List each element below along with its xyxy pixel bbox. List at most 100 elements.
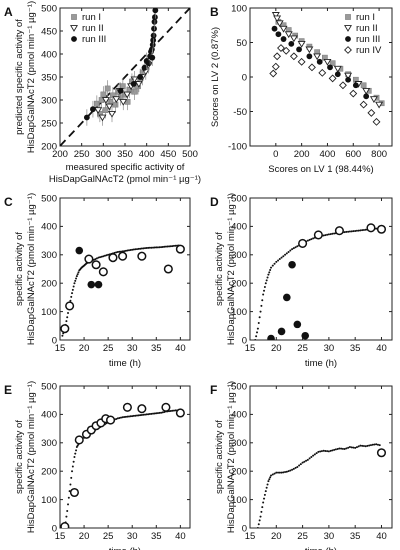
model-dot	[124, 415, 127, 418]
data-point-filled-circle	[150, 37, 157, 44]
data-point-filled-circle	[150, 32, 157, 39]
data-point-triangle	[275, 20, 284, 28]
model-dot	[121, 416, 124, 419]
model-dot	[263, 497, 266, 500]
data-point-diamond	[372, 117, 381, 126]
model-dot	[163, 245, 166, 248]
panel-label: B	[210, 5, 219, 19]
series-run-ii	[271, 12, 384, 109]
legend-entry: run II	[82, 23, 104, 34]
model-dot	[132, 248, 135, 251]
y-tick-label: 100	[231, 495, 247, 506]
data-point-filled-circle	[280, 36, 287, 42]
data-point-filled-circle	[277, 327, 286, 336]
model-dot	[324, 449, 327, 452]
x-tick-label: 350	[117, 149, 133, 160]
model-dot	[169, 245, 172, 248]
model-dot	[74, 279, 77, 282]
data-point-filled-circle	[151, 25, 157, 32]
data-point-open-circle	[118, 251, 128, 261]
model-dot	[322, 234, 325, 237]
data-point-triangle	[271, 12, 280, 19]
x-tick-label: 450	[160, 149, 176, 160]
model-dot	[67, 496, 70, 499]
x-tick-label: 200	[52, 149, 68, 160]
model-dot	[75, 277, 78, 280]
panel-label: C	[4, 195, 13, 209]
model-dot	[312, 237, 315, 240]
y-tick-label: 100	[231, 307, 247, 318]
legend-entry: run II	[356, 23, 378, 34]
y-tick-label: 200	[41, 467, 57, 478]
x-tick-label: 20	[271, 531, 282, 542]
model-dot	[67, 503, 70, 506]
model-dot	[331, 232, 334, 235]
y-axis-label: specific activity of	[214, 420, 225, 494]
data-point-filled-circle	[301, 331, 310, 340]
model-dot	[284, 471, 287, 474]
model-dot	[319, 450, 322, 453]
model-dot	[254, 339, 257, 340]
model-dot	[150, 246, 153, 249]
identity-line	[60, 8, 190, 146]
model-dot	[262, 501, 265, 504]
model-dot	[142, 247, 145, 250]
plot-frame	[59, 385, 191, 529]
plot-area	[269, 12, 385, 126]
x-tick-label: 25	[297, 531, 308, 542]
data-point-open-circle	[108, 253, 118, 263]
data-point-filled-circle	[288, 40, 295, 47]
model-dot	[361, 229, 364, 232]
model-dot	[66, 509, 69, 512]
x-tick-label: 40	[376, 343, 387, 354]
data-point-open-circle	[122, 402, 132, 412]
model-dot	[147, 246, 150, 249]
data-point-open-circle	[175, 244, 185, 254]
data-point-open-circle	[84, 254, 94, 264]
data-point-square	[71, 14, 77, 20]
model-dot	[296, 245, 299, 248]
model-dot	[266, 483, 269, 486]
model-dot	[265, 486, 268, 489]
x-tick-label: 20	[79, 343, 90, 354]
data-point-triangle	[108, 110, 116, 118]
data-point-filled-circle	[334, 71, 341, 78]
model-dot	[172, 244, 175, 247]
model-dot	[94, 258, 97, 261]
model-dot	[269, 476, 272, 479]
data-point-filled-circle	[306, 53, 313, 60]
y-tick-label: 300	[231, 250, 247, 261]
data-point-filled-circle	[363, 93, 370, 100]
data-point-diamond	[269, 69, 278, 78]
data-point-triangle	[119, 98, 128, 106]
model-dot	[74, 452, 77, 455]
model-dot	[285, 252, 288, 255]
model-dot	[303, 460, 306, 463]
data-point-open-circle	[298, 238, 308, 248]
model-dot	[105, 254, 108, 257]
plot-frame	[249, 385, 393, 529]
model-dot	[341, 447, 344, 450]
model-dot	[126, 249, 129, 252]
model-dot	[123, 250, 126, 253]
model-dot	[348, 446, 351, 449]
model-dot	[72, 285, 75, 288]
x-tick-label: 300	[95, 149, 111, 160]
panel-e: 1520253035400100200300400500Etime (h)spe…	[4, 381, 191, 550]
model-dot	[169, 409, 172, 412]
y-tick-label: 100	[231, 3, 247, 14]
model-dot	[354, 229, 357, 232]
model-dot	[299, 463, 302, 466]
data-point-diamond	[273, 52, 282, 61]
plot-frame	[59, 197, 191, 341]
data-point-filled-circle	[145, 60, 152, 67]
model-dot	[140, 413, 143, 416]
plot-area	[254, 223, 387, 340]
model-dot	[336, 447, 339, 450]
y-tick-label: 0	[52, 335, 57, 346]
model-dot	[345, 447, 348, 450]
panel-label: A	[4, 5, 13, 19]
y-tick-label: 500	[231, 381, 247, 392]
plot-area	[256, 443, 387, 528]
